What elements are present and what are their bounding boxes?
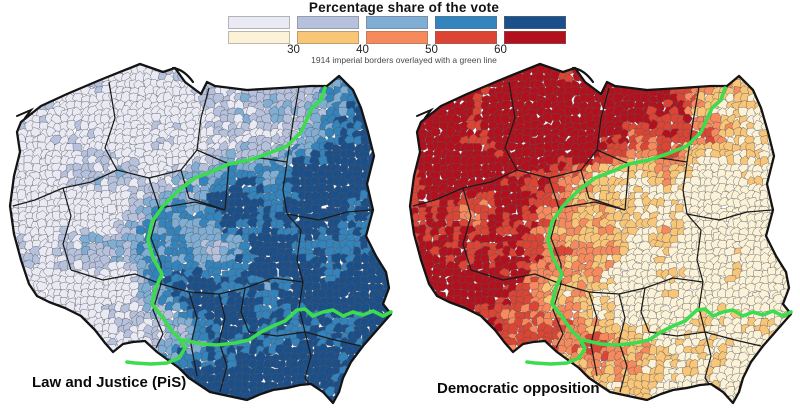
legend-title: Percentage share of the vote bbox=[308, 0, 500, 15]
legend-tick-label-50: 50 bbox=[425, 44, 438, 56]
map-panel-pis: Law and Justice (PiS) bbox=[5, 60, 397, 418]
legend-tick-label-30: 30 bbox=[287, 44, 300, 56]
legend-swatch-blue-5 bbox=[504, 16, 566, 29]
legend-tick-label-40: 40 bbox=[356, 44, 369, 56]
imperial-border-1914-opp bbox=[525, 86, 793, 366]
municipality-cells-pis bbox=[10, 64, 391, 403]
legend-swatch-blue-3 bbox=[366, 16, 428, 29]
legend-swatch-red-5 bbox=[504, 30, 566, 44]
map-panel-opposition: Democratic opposition bbox=[405, 60, 797, 418]
legend-swatch-rows bbox=[228, 16, 580, 45]
hel-peninsula-opp bbox=[571, 66, 595, 84]
poland-outline-pis bbox=[8, 62, 393, 405]
szczecin-lagoon-pis bbox=[16, 107, 35, 119]
legend-swatch-row-red bbox=[228, 30, 580, 44]
map-label-pis: Law and Justice (PiS) bbox=[32, 374, 187, 391]
poland-outline-opp bbox=[408, 62, 793, 405]
legend-note: 1914 imperial borders overlayed with a g… bbox=[311, 55, 497, 65]
legend-swatch-red-1 bbox=[228, 30, 290, 44]
legend-swatch-red-4 bbox=[435, 30, 497, 44]
legend-swatch-row-blue bbox=[228, 16, 580, 29]
szczecin-lagoon-opp bbox=[416, 107, 435, 119]
legend-swatch-red-3 bbox=[366, 30, 428, 44]
voivodeship-borders-pis bbox=[12, 81, 373, 393]
hel-peninsula-pis bbox=[171, 66, 195, 84]
legend-swatch-blue-4 bbox=[435, 16, 497, 29]
legend-tick-label-60: 60 bbox=[494, 44, 507, 56]
map-poland-opposition bbox=[408, 62, 793, 405]
municipality-cells-opp bbox=[410, 64, 791, 403]
legend-swatch-red-2 bbox=[297, 30, 359, 44]
map-label-opposition: Democratic opposition bbox=[437, 380, 600, 397]
map-poland-pis bbox=[8, 62, 393, 405]
legend-swatch-blue-1 bbox=[228, 16, 290, 29]
legend-swatch-blue-2 bbox=[297, 16, 359, 29]
imperial-border-1914-pis bbox=[125, 86, 393, 366]
